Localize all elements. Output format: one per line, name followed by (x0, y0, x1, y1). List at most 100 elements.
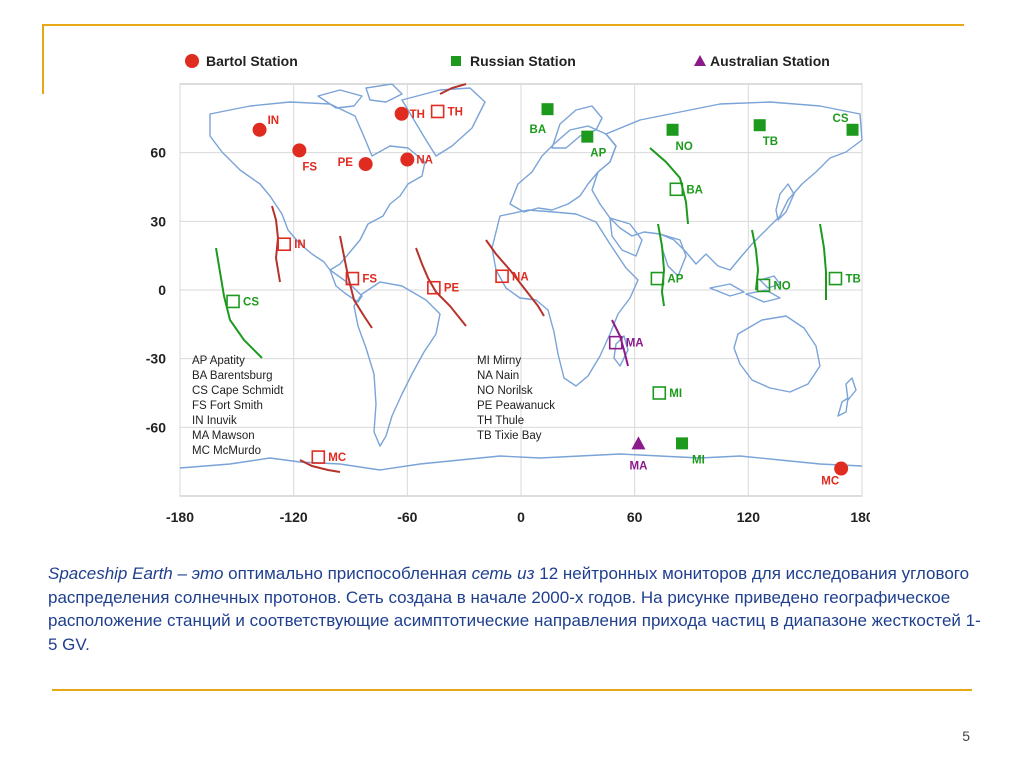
station-label: AP (590, 148, 606, 160)
key-left-line: MC McMurdo (192, 445, 261, 457)
station-marker-tb: TB (753, 119, 778, 148)
legend-russian-symbol (451, 56, 461, 66)
antarctica-outline (179, 453, 863, 471)
direction-label: FS (362, 274, 377, 286)
direction-label: MC (328, 452, 346, 464)
station-square (581, 130, 594, 143)
direction-label: PE (444, 283, 460, 295)
direction-box (277, 237, 291, 252)
direction-box (311, 450, 326, 464)
japan-outline (775, 183, 795, 221)
station-square (846, 123, 859, 136)
direction-curve-fs (339, 235, 373, 329)
slide-frame-top-line (42, 24, 964, 26)
legend-australian-symbol (694, 55, 706, 66)
direction-curve-ba (649, 147, 689, 225)
key-right-line: MI Mirny (477, 355, 521, 367)
caption-text: оптимально приспособленная (223, 564, 472, 583)
station-key-left: AP Apatity BA Barentsburg CS Cape Schmid… (192, 355, 284, 457)
station-marker-ma: MA (630, 436, 648, 472)
station-label: NO (676, 141, 693, 153)
direction-box (430, 104, 445, 119)
key-left-line: CS Cape Schmidt (192, 385, 284, 397)
key-left-line: BA Barentsburg (192, 370, 273, 382)
south-america-outline (353, 281, 441, 447)
station-marker-na: NA (400, 152, 433, 167)
station-label: TB (763, 136, 778, 148)
direction-marker-ma: MA (608, 335, 644, 350)
australia-outline (733, 315, 821, 393)
station-markers: IN FS PE NA TH MC BA AP NO TB CS MI MA (252, 103, 859, 488)
station-marker-th: TH (394, 106, 425, 121)
x-tick-label: 180 (850, 509, 870, 525)
y-tick-label: 60 (150, 145, 166, 161)
station-label: BA (530, 124, 547, 136)
scandinavia-outline (551, 105, 603, 149)
page-number: 5 (962, 728, 970, 744)
station-marker-pe: PE (338, 157, 373, 172)
direction-box (652, 386, 667, 400)
station-label: MA (630, 460, 648, 472)
direction-curve-tb (819, 223, 827, 300)
direction-curve-th (439, 83, 467, 95)
station-circle (400, 152, 415, 167)
new-zealand-outline (837, 377, 857, 417)
coastlines (179, 83, 863, 471)
direction-box (495, 269, 509, 284)
direction-label: NO (773, 280, 790, 292)
direction-box (828, 271, 843, 286)
legend-bartol-label: Bartol Station (206, 53, 298, 69)
key-right-line: TH Thule (477, 415, 524, 427)
x-tick-label: 60 (627, 509, 643, 525)
direction-curve-ap (657, 223, 666, 307)
station-label: MI (692, 454, 705, 466)
direction-label: NA (512, 271, 529, 283)
direction-marker-mc: MC (311, 450, 346, 464)
station-marker-ap: AP (581, 130, 607, 160)
direction-marker-no: NO (756, 278, 791, 292)
key-left-line: MA Mawson (192, 430, 255, 442)
x-tick-label: 0 (517, 509, 525, 525)
axis-tick-labels: -180 -120 -60 0 60 120 180 60 30 0 -30 -60 (146, 145, 870, 525)
station-circle (252, 122, 267, 137)
station-marker-no: NO (666, 123, 693, 153)
direction-box (226, 294, 240, 309)
station-key-right: MI Mirny NA Nain NO Norilsk PE Peawanuck… (477, 355, 555, 442)
direction-label: BA (686, 184, 703, 196)
station-square (541, 103, 554, 116)
station-marker-cs: CS (833, 113, 859, 136)
station-circle (834, 461, 849, 476)
direction-curve-pe (415, 247, 467, 327)
greenland-outline (401, 87, 486, 157)
legend-australian-label: Australian Station (710, 53, 830, 69)
direction-marker-fs: FS (345, 271, 377, 286)
caption-italic-term: Spaceship Earth – это (48, 564, 224, 583)
key-left-line: IN Inuvik (192, 415, 237, 427)
station-square (666, 123, 679, 136)
x-tick-label: -120 (280, 509, 308, 525)
x-tick-label: 120 (737, 509, 761, 525)
station-circle (358, 157, 373, 172)
direction-marker-na: NA (495, 269, 529, 284)
direction-markers: TH IN FS PE NA MC CS BA AP NO TB MI MA (226, 104, 861, 464)
x-tick-label: -60 (397, 509, 417, 525)
direction-label: AP (667, 274, 683, 286)
key-left-line: FS Fort Smith (192, 400, 263, 412)
direction-label: IN (294, 239, 306, 251)
x-tick-label: -180 (166, 509, 194, 525)
direction-box (650, 271, 665, 286)
legend-bartol-symbol (185, 54, 199, 68)
world-map: -180 -120 -60 0 60 120 180 60 30 0 -30 -60 TH IN FS PE… (146, 53, 870, 525)
direction-label: TB (845, 274, 860, 286)
caption-italic-term: сеть из (471, 564, 535, 583)
station-label: PE (338, 157, 354, 169)
key-right-line: NO Norilsk (477, 385, 533, 397)
direction-box (427, 280, 441, 295)
slide-caption: Spaceship Earth – это оптимально приспос… (48, 562, 988, 656)
direction-marker-mi: MI (652, 386, 682, 400)
station-square (676, 437, 689, 450)
key-right-line: PE Peawanuck (477, 400, 555, 412)
direction-label: CS (243, 296, 259, 308)
direction-box (608, 335, 623, 350)
direction-marker-pe: PE (427, 280, 460, 295)
